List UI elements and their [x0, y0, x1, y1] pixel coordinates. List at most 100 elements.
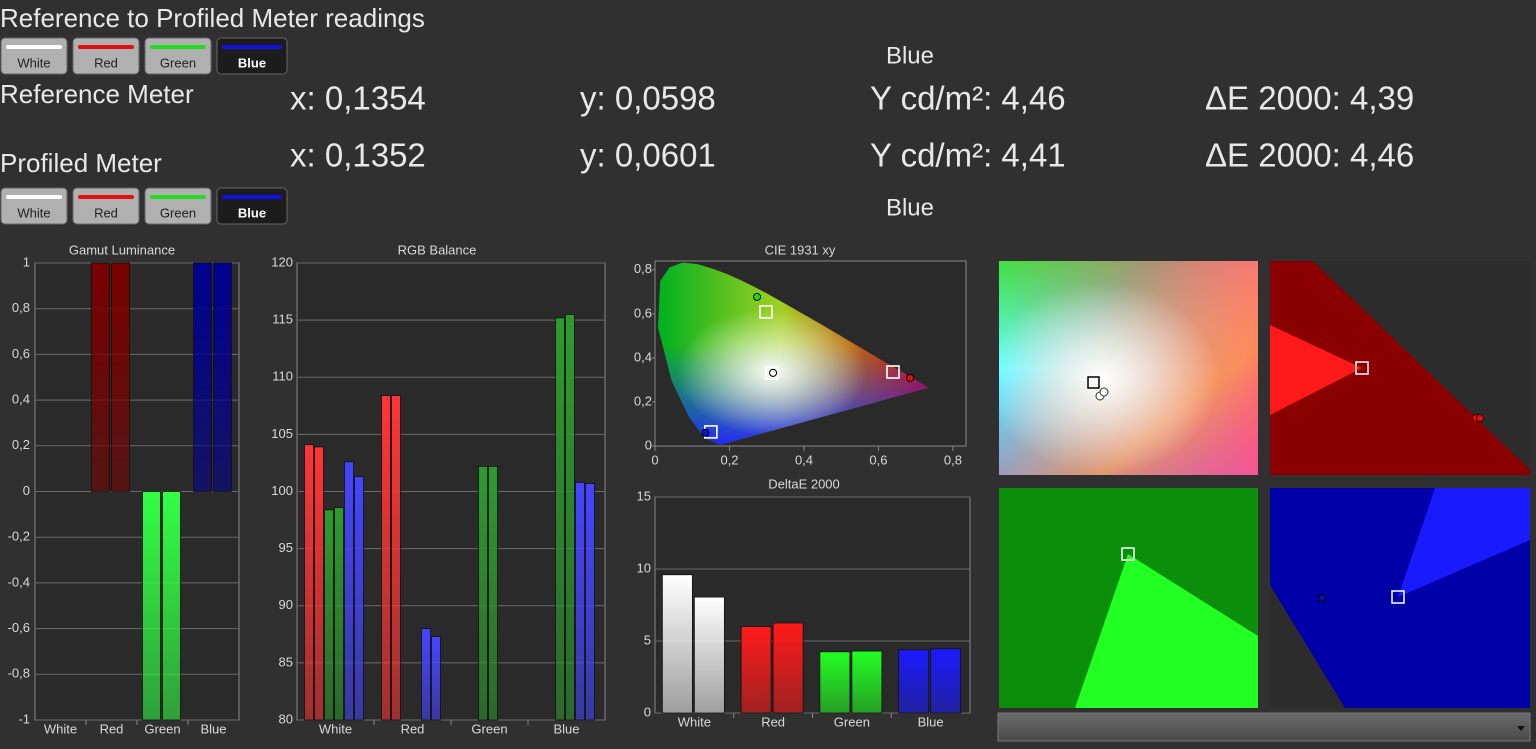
tab-label[interactable]: Red — [94, 205, 118, 220]
y-tick-label: 0,6 — [634, 305, 652, 320]
y-tick-label: 85 — [279, 654, 293, 669]
bar — [193, 262, 212, 492]
y-tick-label: 0,4 — [634, 349, 652, 364]
reading: ΔE 2000: 4,46 — [1205, 137, 1414, 174]
marker — [1391, 590, 1405, 604]
measured-marker — [753, 292, 762, 301]
bar — [381, 395, 391, 721]
measured-marker — [701, 428, 710, 437]
tab-label[interactable]: White — [17, 205, 50, 220]
reading: ΔE 2000: 4,39 — [1205, 80, 1414, 117]
y-tick-label: 0 — [23, 483, 30, 498]
panel-region — [1270, 585, 1345, 708]
panel — [999, 261, 1258, 475]
tab-label[interactable]: Red — [94, 55, 118, 70]
y-tick-label: 120 — [271, 254, 293, 269]
chart-title: DeltaE 2000 — [768, 476, 840, 491]
x-tick-label: Red — [761, 714, 785, 729]
bar — [851, 650, 883, 714]
tab-label[interactable]: Green — [160, 55, 196, 70]
bar — [334, 507, 344, 721]
panel-region — [1398, 488, 1530, 597]
tab-label[interactable]: Blue — [238, 55, 266, 70]
measured-marker — [906, 373, 915, 382]
y-tick-label: 0,8 — [12, 300, 30, 315]
bar — [555, 317, 565, 721]
bar — [585, 483, 595, 721]
marker — [1121, 547, 1135, 561]
meter-label: Profiled Meter — [0, 148, 162, 178]
bar — [354, 476, 364, 721]
bar — [91, 262, 110, 492]
y-tick-label: 0,2 — [12, 437, 30, 452]
reading: Y cd/m²: 4,46 — [870, 80, 1066, 117]
y-tick-label: -0,2 — [8, 529, 30, 544]
x-tick-label: White — [678, 714, 711, 729]
marker — [1099, 387, 1109, 397]
y-tick-label: -0,8 — [8, 666, 30, 681]
bar — [488, 465, 498, 721]
selected-label: Blue — [886, 42, 934, 69]
bar — [772, 622, 804, 714]
y-tick-label: 1 — [23, 254, 30, 269]
cie-locus — [654, 260, 967, 447]
dropdown[interactable] — [997, 712, 1531, 742]
reading: y: 0,0601 — [580, 137, 716, 174]
marker — [1476, 414, 1484, 422]
tab-label[interactable]: Green — [160, 205, 196, 220]
y-tick-label: 15 — [637, 488, 651, 503]
dropdown-arrow[interactable] — [1517, 726, 1525, 731]
bar — [693, 596, 725, 714]
y-tick-label: 90 — [279, 597, 293, 612]
measured-marker — [769, 368, 778, 377]
y-tick-label: -0,6 — [8, 620, 30, 635]
y-tick-label: -0,4 — [8, 574, 30, 589]
bar — [819, 651, 851, 714]
bar — [930, 648, 962, 714]
bar — [431, 636, 441, 721]
reading: y: 0,0598 — [580, 80, 716, 117]
tab-label[interactable]: Blue — [238, 205, 266, 220]
bar — [898, 649, 930, 714]
y-tick-label: 10 — [637, 560, 651, 575]
y-tick-label: 95 — [279, 540, 293, 555]
x-tick-label: Red — [100, 721, 124, 736]
chart-title: Gamut Luminance — [69, 242, 175, 257]
x-tick-label: 0,2 — [720, 452, 738, 467]
panel-region — [1270, 325, 1362, 415]
reading: Y cd/m²: 4,41 — [870, 137, 1066, 174]
locus-fill — [658, 262, 929, 445]
bar — [391, 395, 401, 721]
y-tick-label: 100 — [271, 483, 293, 498]
tab-label[interactable]: White — [17, 55, 50, 70]
target-marker — [765, 366, 779, 380]
panel-region — [1075, 554, 1258, 708]
y-tick-label: 0,6 — [12, 346, 30, 361]
chart-title: CIE 1931 xy — [765, 242, 836, 257]
x-tick-label: Green — [471, 721, 507, 736]
window-title: Reference to Profiled Meter readings — [0, 3, 425, 33]
marker — [1318, 594, 1326, 602]
selected-label: Blue — [886, 194, 934, 221]
x-tick-label: Green — [834, 714, 870, 729]
bar — [213, 262, 232, 492]
reading: x: 0,1354 — [290, 80, 426, 117]
y-tick-label: 0,2 — [634, 393, 652, 408]
bar — [421, 628, 431, 721]
bar — [324, 509, 334, 721]
y-tick-label: 0,4 — [12, 392, 30, 407]
marker — [1087, 376, 1100, 389]
target-marker — [759, 305, 773, 319]
x-tick-label: White — [44, 721, 77, 736]
bar — [478, 465, 488, 721]
chart-title: RGB Balance — [398, 242, 477, 257]
x-tick-label: Green — [144, 721, 180, 736]
bar — [575, 481, 585, 721]
bar — [111, 262, 130, 492]
x-tick-label: White — [319, 721, 352, 736]
reading: x: 0,1352 — [290, 137, 426, 174]
y-tick-label: 0,8 — [634, 261, 652, 276]
color-panels — [997, 261, 1531, 742]
meter-label: Reference Meter — [0, 79, 194, 109]
